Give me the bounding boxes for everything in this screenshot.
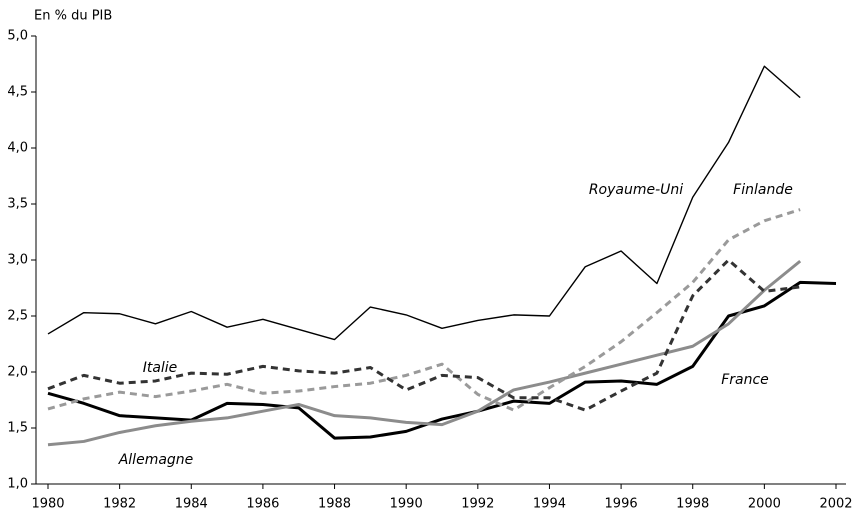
x-tick-label: 1996 xyxy=(605,497,638,512)
y-tick-label: 2,0 xyxy=(7,365,28,380)
y-tick-label: 1,5 xyxy=(7,421,28,436)
y-tick-label: 3,5 xyxy=(7,197,28,212)
series-label: Finlande xyxy=(733,182,793,198)
x-tick-label: 1994 xyxy=(533,497,566,512)
series-line xyxy=(47,258,801,412)
y-tick-label: 4,5 xyxy=(7,85,28,100)
y-axis-label: En % du PIB xyxy=(34,9,112,24)
series-label: Italie xyxy=(143,360,178,376)
x-tick-label: 1998 xyxy=(676,497,709,512)
x-tick-label: 1980 xyxy=(31,497,64,512)
x-tick-label: 1982 xyxy=(103,497,136,512)
x-tick-label: 2000 xyxy=(748,497,781,512)
x-tick-label: 1990 xyxy=(390,497,423,512)
series-line xyxy=(47,259,802,447)
y-tick-label: 5,0 xyxy=(7,29,28,44)
x-tick-label: 2002 xyxy=(819,497,852,512)
series-line xyxy=(47,65,801,341)
series-line xyxy=(47,208,801,412)
y-tick-label: 3,0 xyxy=(7,253,28,268)
y-tick-label: 1,0 xyxy=(7,477,28,492)
x-tick-label: 1988 xyxy=(318,497,351,512)
x-tick-label: 1984 xyxy=(175,497,208,512)
series-line xyxy=(47,280,837,440)
x-tick-label: 1992 xyxy=(461,497,494,512)
series-label: Allemagne xyxy=(118,452,194,468)
series-label: Royaume-Uni xyxy=(589,182,683,198)
series-label: France xyxy=(721,372,769,388)
x-tick-label: 1986 xyxy=(246,497,279,512)
y-tick-label: 2,5 xyxy=(7,309,28,324)
y-tick-label: 4,0 xyxy=(7,141,28,156)
